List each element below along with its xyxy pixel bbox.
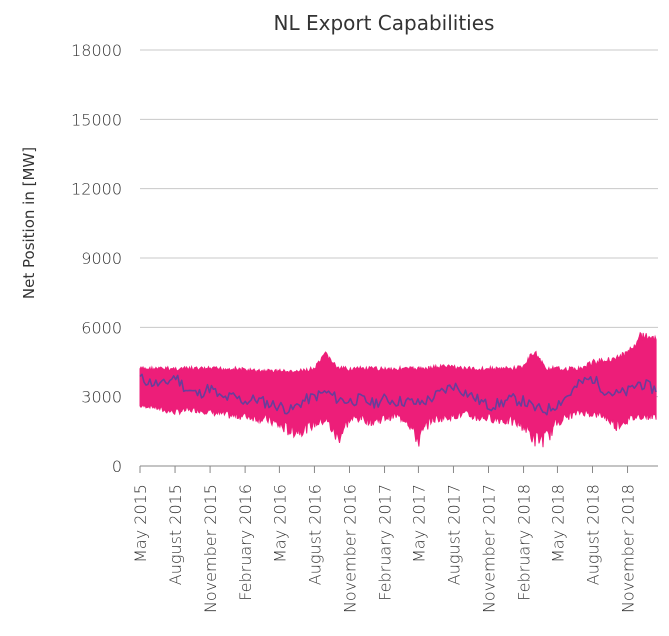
gridlines	[140, 49, 658, 398]
x-tick-label: May 2016	[270, 484, 289, 563]
y-tick-label: 15000	[71, 110, 122, 129]
y-tick-label: 3000	[81, 388, 122, 407]
y-tick-label: 6000	[81, 318, 122, 337]
x-tick-label: November 2015	[201, 484, 220, 613]
x-tick-label: May 2017	[409, 484, 428, 563]
x-axis	[139, 465, 658, 473]
chart-title: NL Export Capabilities	[274, 11, 495, 35]
y-tick-label: 0	[112, 457, 122, 476]
average-line	[139, 373, 657, 416]
average-line-group	[139, 373, 657, 416]
y-tick-label: 18000	[71, 41, 122, 60]
x-tick-label: February 2017	[376, 484, 395, 601]
y-tick-label: 9000	[81, 249, 122, 268]
x-tick-label: May 2018	[548, 484, 567, 563]
x-tick-label: August 2016	[305, 484, 324, 585]
x-tick-label: February 2018	[515, 484, 534, 601]
y-tick-label: 12000	[71, 180, 122, 199]
x-tick-label: November 2016	[341, 484, 360, 613]
x-tick-label: November 2017	[480, 484, 499, 613]
x-tick-label: August 2015	[166, 484, 185, 585]
x-tick-label: November 2018	[619, 484, 638, 613]
y-tick-labels: 0 3000 6000 9000 12000 15000 18000	[71, 41, 122, 476]
x-tick-label: August 2017	[445, 484, 464, 585]
y-axis-title: Net Position in [MW]	[20, 147, 38, 299]
range-band	[139, 331, 657, 448]
x-tick-labels: May 2015 August 2015 November 2015 February…	[131, 484, 638, 613]
x-tick-label: May 2015	[131, 484, 150, 563]
x-tick-label: February 2016	[236, 484, 255, 601]
x-tick-label: August 2018	[584, 484, 603, 585]
range-band-group	[139, 331, 657, 448]
